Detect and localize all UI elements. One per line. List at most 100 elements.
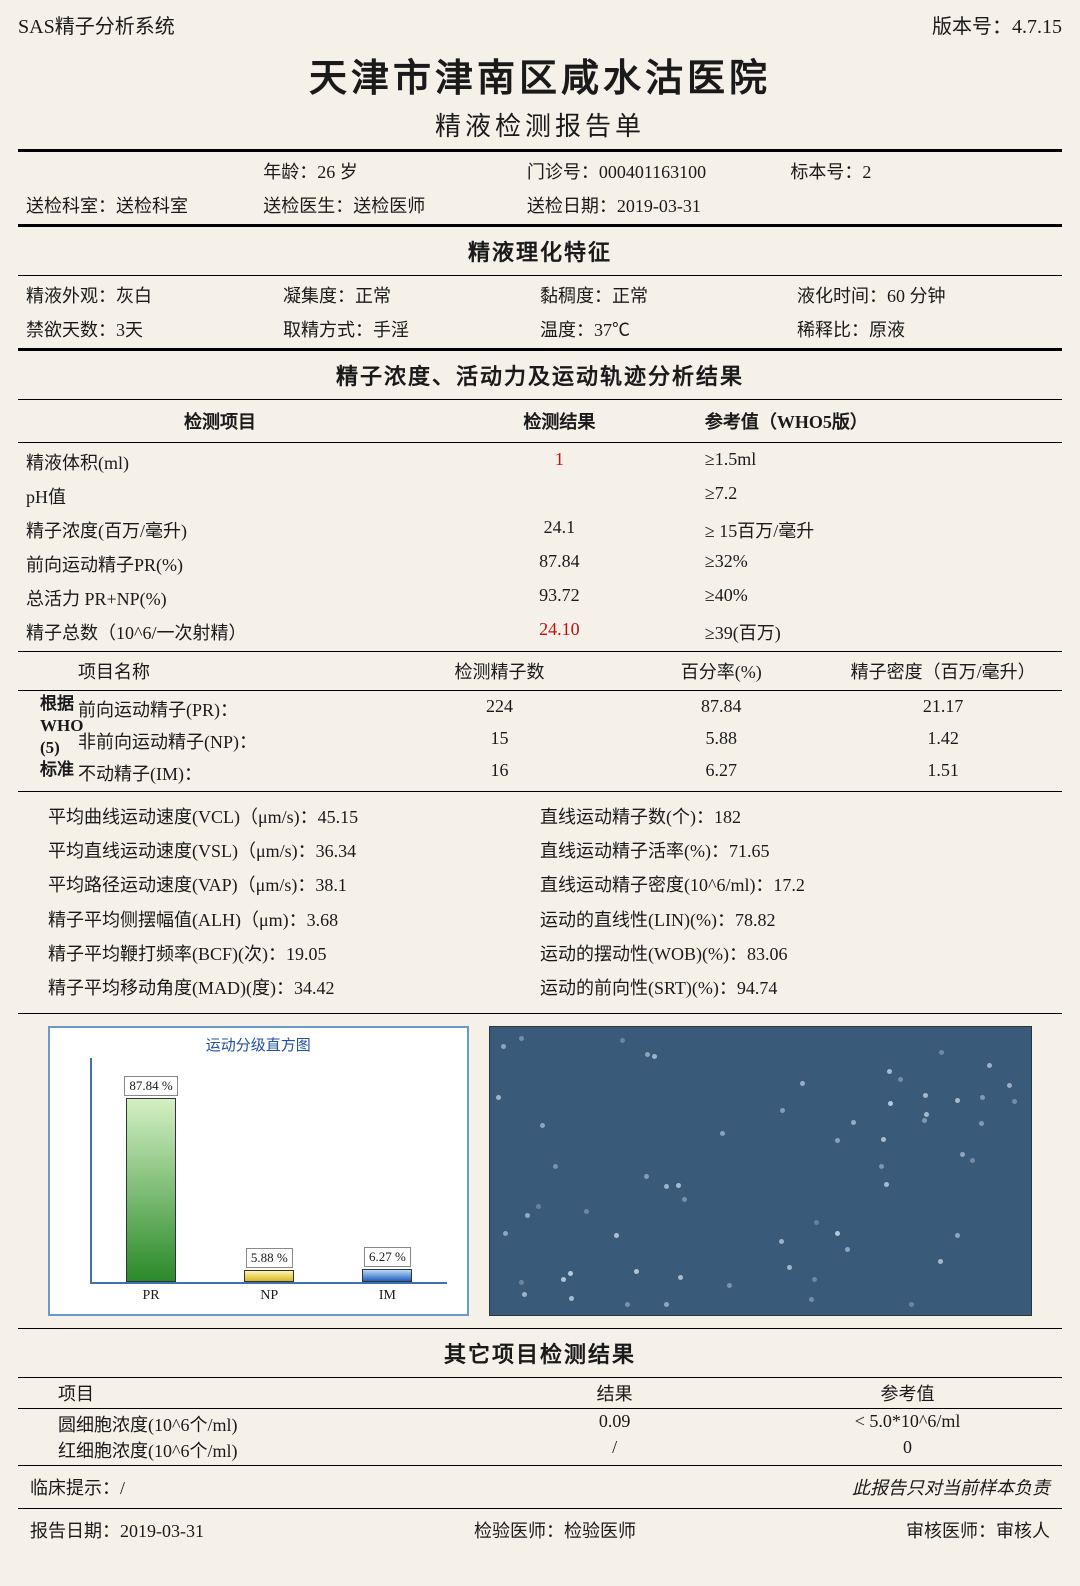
- item: 红细胞浓度(10^6个/ml): [58, 1437, 468, 1463]
- clinical-row: 临床提示：/ 此报告只对当前样本负责: [18, 1468, 1062, 1506]
- velocity-item: 直线运动精子活率(%)：71.65: [540, 834, 1032, 868]
- divider: [18, 224, 1062, 227]
- other-header: 项目 结果 参考值: [18, 1380, 1062, 1406]
- divider: [18, 651, 1062, 652]
- velocity-item: 直线运动精子数(个)：182: [540, 800, 1032, 834]
- result: 24.10: [414, 619, 705, 645]
- charts-area: 运动分级直方图 87.84 % PR 5.88 % NP 6.27 % IM: [18, 1016, 1062, 1326]
- name: 不动精子(IM)：: [78, 760, 389, 786]
- review-doctor: 审核人: [996, 1521, 1050, 1541]
- percent: 6.27: [610, 760, 832, 786]
- divider: [18, 1408, 1062, 1409]
- bar-label: 87.84 %: [124, 1076, 177, 1096]
- age: 26 岁: [317, 162, 358, 182]
- velocity-item: 平均直线运动速度(VSL)（μm/s)：36.34: [48, 834, 540, 868]
- outpatient-no: 000401163100: [599, 162, 706, 182]
- divider: [18, 149, 1062, 152]
- liquefaction: 60 分钟: [887, 286, 946, 306]
- bar: [244, 1270, 294, 1282]
- collection: 手淫: [373, 320, 409, 340]
- velocity-item: 运动的摆动性(WOB)(%)：83.06: [540, 937, 1032, 971]
- report-title: 精液检测报告单: [18, 106, 1062, 143]
- analysis-row: 总活力 PR+NP(%) 93.72 ≥40%: [18, 581, 1062, 615]
- bar: [362, 1269, 412, 1282]
- clinical: /: [120, 1478, 125, 1498]
- analysis-rows: 精液体积(ml) 1 ≥1.5mlpH值 ≥7.2精子浓度(百万/毫升) 24.…: [18, 445, 1062, 649]
- hospital-name: 天津市津南区咸水沽医院: [18, 47, 1062, 102]
- item: 圆细胞浓度(10^6个/ml): [58, 1411, 468, 1437]
- bar-label: 5.88 %: [246, 1248, 293, 1268]
- divider: [18, 1013, 1062, 1014]
- result: [414, 483, 705, 509]
- item: pH值: [26, 483, 414, 509]
- bar-label: 6.27 %: [364, 1247, 411, 1267]
- divider: [18, 399, 1062, 400]
- velocity-block: 平均曲线运动速度(VCL)（μm/s)：45.15平均直线运动速度(VSL)（μ…: [18, 794, 1062, 1011]
- chart-title: 运动分级直方图: [50, 1034, 467, 1055]
- bar-name: PR: [143, 1288, 160, 1304]
- motility-row: 前向运动精子(PR)： 224 87.84 21.17: [18, 693, 1062, 725]
- bar-NP: 5.88 % NP: [239, 1270, 299, 1282]
- reference: ≥1.5ml: [705, 449, 1054, 475]
- count: 15: [389, 728, 611, 754]
- divider: [18, 1328, 1062, 1329]
- other-rows: 圆细胞浓度(10^6个/ml) 0.09 < 5.0*10^6/ml红细胞浓度(…: [18, 1411, 1062, 1463]
- microscope-image: [489, 1026, 1032, 1316]
- reference: ≥ 15百万/毫升: [705, 517, 1054, 543]
- top-header: SAS精子分析系统 版本号：4.7.15: [18, 10, 1062, 39]
- divider: [18, 348, 1062, 351]
- item: 精子浓度(百万/毫升): [26, 517, 414, 543]
- footer-row: 报告日期：2019-03-31 检验医师：检验医师 审核医师：审核人: [18, 1511, 1062, 1549]
- divider: [18, 690, 1062, 691]
- motility-row: 不动精子(IM)： 16 6.27 1.51: [18, 757, 1062, 789]
- result: 0.09: [468, 1411, 761, 1437]
- sample-no: 2: [862, 162, 871, 182]
- viscosity: 正常: [612, 286, 648, 306]
- bar-IM: 6.27 % IM: [357, 1269, 417, 1282]
- result: /: [468, 1437, 761, 1463]
- velocity-item: 直线运动精子密度(10^6/ml)：17.2: [540, 868, 1032, 902]
- velocity-item: 精子平均移动角度(MAD)(度)：34.42: [48, 971, 540, 1005]
- send-date: 2019-03-31: [617, 196, 701, 216]
- divider: [18, 442, 1062, 443]
- velocity-item: 平均曲线运动速度(VCL)（μm/s)：45.15: [48, 800, 540, 834]
- result: 24.1: [414, 517, 705, 543]
- dept: 送检科室: [116, 196, 188, 216]
- result: 1: [414, 449, 705, 475]
- analysis-header: 检测项目 检测结果 参考值（WHO5版）: [18, 402, 1062, 440]
- motility-header: 项目名称 检测精子数 百分率(%) 精子密度（百万/毫升）: [18, 654, 1062, 688]
- bar-PR: 87.84 % PR: [121, 1098, 181, 1282]
- reference: ≥39(百万): [705, 619, 1054, 645]
- motility-block: 根据WHO(5)标准 前向运动精子(PR)： 224 87.84 21.17非前…: [18, 693, 1062, 789]
- reference: ≥40%: [705, 585, 1054, 611]
- physical-row-2: 禁欲天数：3天 取精方式：手淫 温度：37℃ 稀释比：原液: [18, 312, 1062, 346]
- velocity-item: 运动的前向性(SRT)(%)：94.74: [540, 971, 1032, 1005]
- other-row: 圆细胞浓度(10^6个/ml) 0.09 < 5.0*10^6/ml: [18, 1411, 1062, 1437]
- divider: [18, 1508, 1062, 1509]
- motility-bar-chart: 运动分级直方图 87.84 % PR 5.88 % NP 6.27 % IM: [48, 1026, 469, 1316]
- temperature: 37℃: [594, 320, 630, 340]
- reference: 0: [761, 1437, 1054, 1463]
- item: 前向运动精子PR(%): [26, 551, 414, 577]
- item: 精液体积(ml): [26, 449, 414, 475]
- name: 前向运动精子(PR)：: [78, 696, 389, 722]
- section-physical: 精液理化特征: [18, 229, 1062, 273]
- name: 非前向运动精子(NP)：: [78, 728, 389, 754]
- analysis-row: 精子浓度(百万/毫升) 24.1 ≥ 15百万/毫升: [18, 513, 1062, 547]
- density: 1.51: [832, 760, 1054, 786]
- other-row: 红细胞浓度(10^6个/ml) / 0: [18, 1437, 1062, 1463]
- velocity-item: 精子平均侧摆幅值(ALH)（μm)：3.68: [48, 903, 540, 937]
- divider: [18, 1377, 1062, 1378]
- divider: [18, 791, 1062, 792]
- result: 93.72: [414, 585, 705, 611]
- density: 1.42: [832, 728, 1054, 754]
- reference: ≥32%: [705, 551, 1054, 577]
- system-name: SAS精子分析系统: [18, 10, 175, 39]
- count: 16: [389, 760, 611, 786]
- velocity-item: 运动的直线性(LIN)(%)：78.82: [540, 903, 1032, 937]
- physical-row-1: 精液外观：灰白 凝集度：正常 黏稠度：正常 液化时间：60 分钟: [18, 278, 1062, 312]
- item: 精子总数（10^6/一次射精）: [26, 619, 414, 645]
- motility-row: 非前向运动精子(NP)： 15 5.88 1.42: [18, 725, 1062, 757]
- analysis-row: 精液体积(ml) 1 ≥1.5ml: [18, 445, 1062, 479]
- bar-name: IM: [379, 1288, 396, 1304]
